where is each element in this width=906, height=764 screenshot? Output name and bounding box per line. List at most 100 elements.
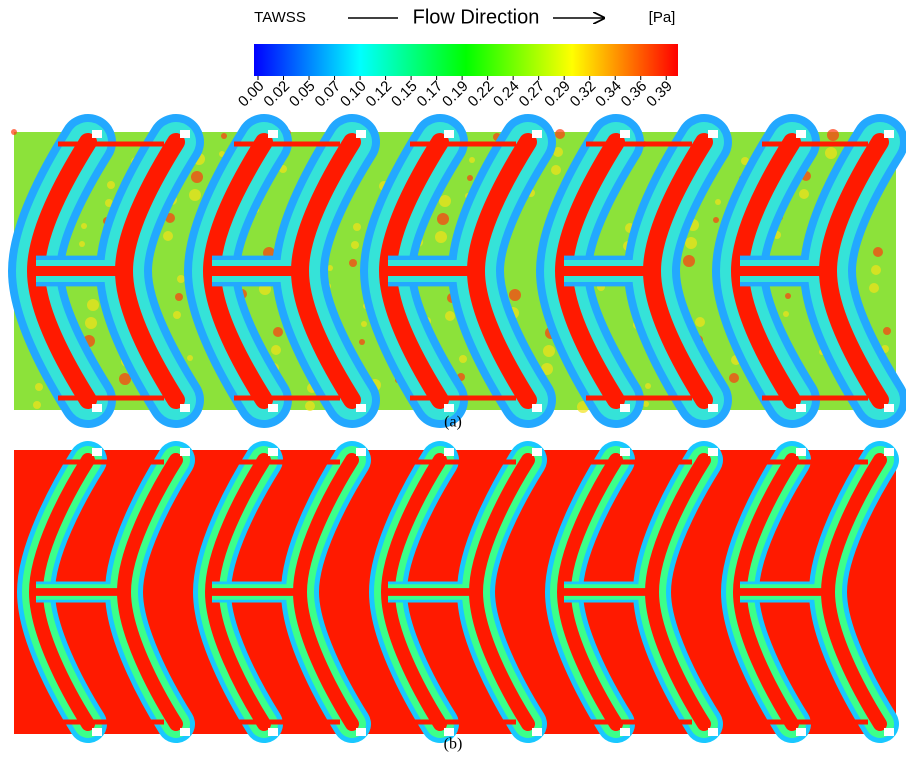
colorbar-units: [Pa] (649, 9, 676, 26)
speckle (459, 355, 467, 363)
speckle (191, 171, 203, 183)
speckle (825, 147, 837, 159)
edge-gap (92, 448, 102, 456)
tick-label: 0.27 (516, 78, 549, 111)
panel-label: (b) (444, 736, 463, 753)
speckle (551, 165, 561, 175)
edge-gap (180, 448, 190, 456)
tick-label: 0.05 (286, 78, 319, 111)
edge-gap (180, 130, 190, 138)
speckle (327, 265, 333, 271)
edge-gap (796, 404, 806, 412)
tick-label: 0.32 (567, 78, 600, 111)
speckle (435, 231, 447, 243)
tick-label: 0.10 (337, 78, 370, 111)
speckle (469, 157, 475, 163)
speckle (437, 213, 449, 225)
edge-gap (796, 728, 806, 736)
edge-gap (268, 130, 278, 138)
speckle (221, 133, 227, 139)
speckle (683, 255, 695, 267)
edge-gap (884, 728, 894, 736)
speckle (163, 231, 173, 241)
speckle (359, 339, 365, 345)
speckle (119, 373, 131, 385)
speckle (445, 311, 455, 321)
speckle (107, 181, 115, 189)
speckle (783, 311, 789, 317)
edge-gap (356, 728, 366, 736)
speckle (827, 129, 839, 141)
contour-panel (7, 114, 906, 428)
edge-gap (708, 130, 718, 138)
speckle (87, 299, 99, 311)
speckle (883, 327, 891, 335)
speckle (741, 157, 749, 165)
tick-label: 0.36 (618, 78, 651, 111)
edge-gap (444, 728, 454, 736)
panel-label: (a) (444, 414, 462, 431)
speckle (361, 321, 367, 327)
speckle (645, 383, 651, 389)
speckle (873, 247, 883, 257)
edge-gap (268, 728, 278, 736)
speckle (305, 401, 315, 411)
edge-gap (708, 728, 718, 736)
speckle (799, 189, 809, 199)
speckle (729, 373, 739, 383)
speckle (165, 213, 175, 223)
tick-label: 0.15 (388, 78, 421, 111)
speckle (439, 195, 451, 207)
edge-gap (180, 404, 190, 412)
edge-gap (444, 404, 454, 412)
speckle (695, 317, 705, 327)
tick-label: 0.34 (592, 78, 625, 111)
speckle (81, 223, 87, 229)
contour-panel (14, 441, 899, 743)
speckle (785, 293, 791, 299)
edge-gap (92, 130, 102, 138)
speckle (187, 355, 193, 361)
colorbar (254, 44, 678, 76)
edge-gap (796, 448, 806, 456)
speckle (869, 283, 879, 293)
speckle (189, 189, 201, 201)
edge-gap (532, 130, 542, 138)
edge-gap (708, 448, 718, 456)
edge-gap (444, 130, 454, 138)
tick-label: 0.29 (541, 78, 574, 111)
tick-label: 0.02 (260, 78, 293, 111)
edge-gap (180, 728, 190, 736)
edge-gap (620, 404, 630, 412)
speckle (553, 147, 563, 157)
flow-label: Flow Direction (413, 6, 540, 28)
speckle (173, 311, 181, 319)
edge-gap (92, 404, 102, 412)
speckle (871, 265, 881, 275)
speckle (177, 275, 185, 283)
tick-label: 0.00 (235, 78, 268, 111)
edge-gap (532, 728, 542, 736)
speckle (105, 199, 113, 207)
speckle (543, 345, 555, 357)
speckle (351, 241, 359, 249)
edge-gap (620, 448, 630, 456)
speckle (685, 237, 697, 249)
speckle (555, 129, 565, 139)
colorbar-label: TAWSS (254, 9, 306, 26)
speckle (11, 129, 17, 135)
edge-gap (884, 130, 894, 138)
speckle (271, 345, 281, 355)
speckle (85, 317, 97, 329)
speckle (541, 363, 553, 375)
speckle (713, 217, 719, 223)
edge-gap (620, 728, 630, 736)
speckle (349, 259, 357, 267)
speckle (175, 293, 183, 301)
speckle (509, 289, 521, 301)
tick-label: 0.07 (312, 78, 345, 111)
edge-gap (268, 404, 278, 412)
speckle (715, 199, 721, 205)
edge-gap (620, 130, 630, 138)
edge-gap (444, 448, 454, 456)
